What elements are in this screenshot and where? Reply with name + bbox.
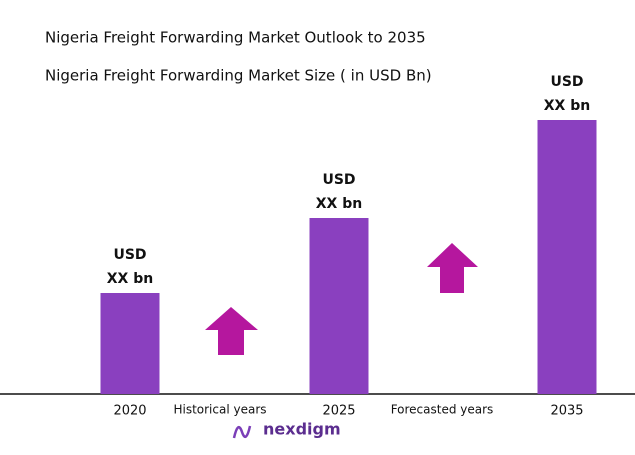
x-tick-label: 2025 (322, 404, 355, 419)
x-tick-label: 2020 (113, 404, 146, 419)
value-label: USD (322, 172, 355, 188)
bar (309, 218, 369, 394)
value-label: XX bn (316, 196, 362, 212)
chart-subtitle: Nigeria Freight Forwarding Market Size (… (45, 67, 432, 85)
period-label: Forecasted years (391, 403, 494, 417)
growth-arrow (205, 307, 258, 355)
brand-name: nexdigm (263, 420, 341, 439)
period-label: Historical years (173, 403, 266, 417)
bar (100, 293, 160, 394)
x-tick-label: 2035 (550, 404, 583, 419)
bar (537, 120, 597, 394)
value-label: XX bn (544, 98, 590, 114)
value-label: USD (113, 247, 146, 263)
growth-arrow (427, 243, 478, 293)
value-label: XX bn (107, 271, 153, 287)
value-label: USD (550, 74, 583, 90)
brand-logo (232, 425, 252, 439)
chart-title: Nigeria Freight Forwarding Market Outloo… (45, 29, 426, 47)
